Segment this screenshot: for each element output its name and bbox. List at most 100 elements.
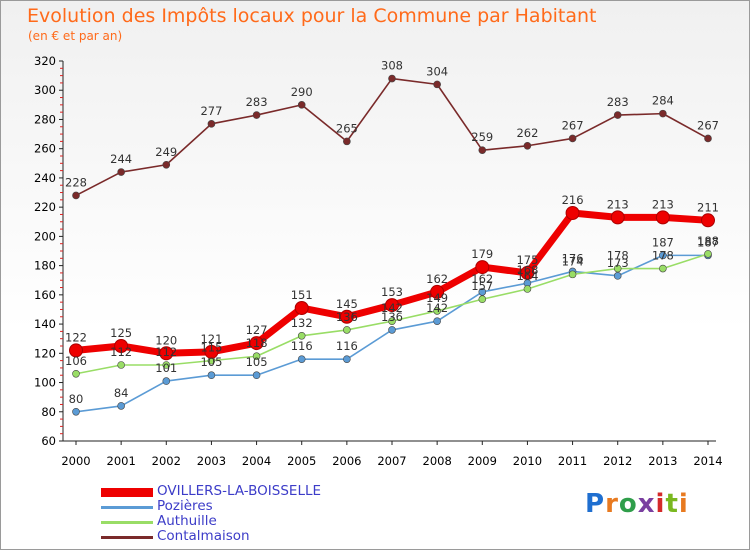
y-tick-label: 280: [34, 112, 56, 126]
data-label-authuille: 118: [246, 336, 268, 350]
data-label-authuille: 174: [562, 254, 584, 268]
data-point-ovillers-la-boisselle: [701, 213, 715, 228]
data-point-contalmaison: [568, 134, 577, 143]
y-tick-label: 300: [34, 83, 56, 97]
data-label-contalmaison: 244: [110, 152, 132, 166]
data-label-contalmaison: 308: [381, 59, 403, 73]
legend-label: Contalmaison: [157, 528, 250, 544]
data-point-ovillers-la-boisselle: [339, 309, 354, 324]
legend-swatch: [101, 521, 153, 524]
data-label-pozi-res: 162: [471, 272, 493, 286]
data-point-contalmaison: [659, 109, 667, 118]
data-label-ovillers-la-boisselle: 162: [426, 272, 448, 286]
data-point-pozi-res: [388, 326, 396, 334]
data-point-pozi-res: [478, 288, 487, 296]
data-point-authuille: [433, 307, 441, 315]
chart-legend: OVILLERS-LA-BOISSELLE Pozières Authuille Co…: [101, 483, 421, 545]
data-point-contalmaison: [388, 74, 396, 83]
brand-letter: r: [605, 489, 619, 519]
data-point-authuille: [613, 264, 622, 273]
data-point-pozi-res: [297, 355, 306, 363]
data-point-authuille: [72, 369, 80, 378]
data-label-authuille: 142: [381, 301, 403, 315]
brand-logo: Proxiti: [585, 489, 689, 519]
data-label-authuille: 115: [200, 341, 222, 355]
data-label-ovillers-la-boisselle: 211: [697, 200, 719, 214]
data-point-contalmaison: [207, 120, 216, 128]
brand-letter: i: [678, 489, 689, 519]
y-tick-label: 260: [34, 142, 56, 156]
data-label-contalmaison: 228: [65, 175, 87, 189]
data-point-pozi-res: [613, 272, 622, 280]
data-label-authuille: 188: [697, 234, 719, 248]
data-point-ovillers-la-boisselle: [159, 346, 174, 361]
legend-label: OVILLERS-LA-BOISSELLE: [157, 483, 322, 499]
data-label-contalmaison: 267: [562, 118, 584, 132]
data-label-pozi-res: 173: [607, 256, 629, 270]
data-point-ovillers-la-boisselle: [655, 210, 670, 225]
data-label-ovillers-la-boisselle: 120: [155, 333, 177, 347]
x-tick-label: 2009: [468, 454, 497, 468]
data-label-pozi-res: 187: [697, 235, 719, 249]
data-label-ovillers-la-boisselle: 151: [291, 288, 313, 302]
legend-swatch: [101, 536, 153, 539]
x-tick-label: 2003: [197, 454, 226, 468]
x-tick-label: 2013: [648, 454, 677, 468]
brand-letter: i: [655, 489, 666, 519]
data-point-contalmaison: [433, 80, 441, 89]
data-label-pozi-res: 187: [652, 235, 674, 249]
data-label-contalmaison: 290: [291, 85, 313, 99]
x-tick-label: 2007: [377, 454, 406, 468]
data-label-authuille: 164: [516, 269, 538, 283]
data-point-authuille: [162, 361, 171, 369]
data-label-contalmaison: 284: [652, 94, 674, 108]
data-point-authuille: [117, 361, 125, 369]
data-point-authuille: [659, 264, 667, 273]
y-tick-label: 160: [34, 288, 56, 302]
brand-letter: P: [585, 489, 606, 519]
data-point-ovillers-la-boisselle: [520, 265, 535, 280]
legend-label: Authuille: [157, 513, 217, 529]
data-label-pozi-res: 101: [155, 361, 177, 375]
data-label-contalmaison: 262: [516, 126, 538, 140]
y-tick-label: 240: [34, 171, 56, 185]
legend-item: Contalmaison: [101, 528, 421, 545]
data-label-contalmaison: 259: [471, 130, 493, 144]
x-tick-label: 2002: [152, 454, 181, 468]
data-point-ovillers-la-boisselle: [475, 260, 490, 275]
x-tick-label: 2012: [603, 454, 632, 468]
data-label-pozi-res: 84: [114, 386, 129, 400]
data-point-ovillers-la-boisselle: [114, 339, 129, 353]
data-point-pozi-res: [117, 402, 125, 410]
data-label-ovillers-la-boisselle: 153: [381, 285, 403, 299]
data-point-pozi-res: [207, 371, 216, 380]
data-label-ovillers-la-boisselle: 127: [246, 323, 268, 337]
data-label-ovillers-la-boisselle: 213: [652, 197, 674, 211]
data-point-pozi-res: [433, 317, 441, 325]
data-point-contalmaison: [613, 111, 622, 119]
data-point-ovillers-la-boisselle: [610, 210, 625, 225]
data-label-ovillers-la-boisselle: 121: [200, 332, 222, 346]
data-point-ovillers-la-boisselle: [294, 301, 309, 315]
data-label-contalmaison: 304: [426, 64, 448, 78]
data-point-contalmaison: [704, 134, 712, 143]
x-tick-label: 2006: [332, 454, 361, 468]
data-point-ovillers-la-boisselle: [565, 206, 580, 220]
data-point-authuille: [297, 331, 306, 340]
y-tick-label: 140: [34, 317, 56, 331]
chart-subtitle: (en € et par an): [28, 29, 123, 43]
data-label-authuille: 178: [652, 249, 674, 263]
data-label-ovillers-la-boisselle: 175: [516, 253, 538, 267]
data-point-authuille: [388, 317, 396, 325]
y-tick-label: 120: [34, 346, 56, 360]
y-tick-label: 80: [41, 405, 56, 419]
data-point-ovillers-la-boisselle: [204, 344, 219, 359]
brand-letter: t: [665, 489, 679, 519]
data-label-authuille: 106: [65, 354, 87, 368]
data-label-authuille: 178: [607, 249, 629, 263]
data-label-contalmaison: 283: [246, 95, 268, 109]
data-point-ovillers-la-boisselle: [430, 284, 445, 299]
data-point-authuille: [523, 285, 532, 293]
legend-swatch: [101, 488, 153, 497]
data-point-pozi-res: [162, 377, 171, 385]
